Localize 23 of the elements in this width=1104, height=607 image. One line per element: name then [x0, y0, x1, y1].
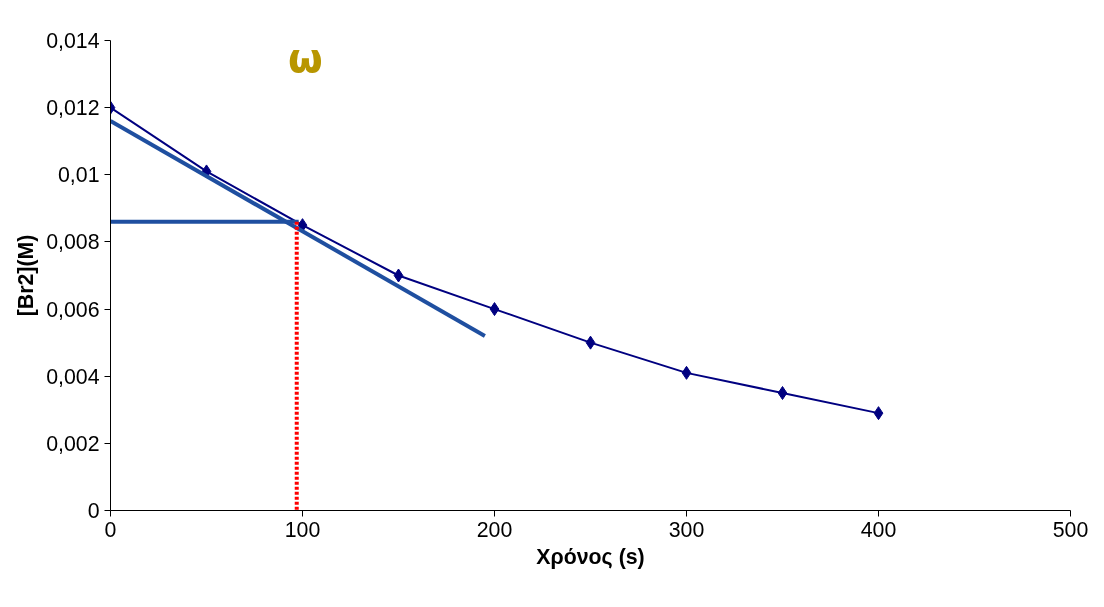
x-axis-title: Χρόνος (s) — [536, 544, 645, 569]
x-tick-label: 400 — [860, 517, 897, 542]
point — [489, 302, 500, 317]
y-tick-label: 0,01 — [57, 163, 100, 188]
point — [585, 335, 596, 350]
point — [393, 268, 404, 283]
y-tick-label: 0,002 — [46, 431, 100, 456]
y-tick-label: 0,006 — [46, 297, 100, 322]
point — [681, 365, 692, 380]
x-tick-label: 500 — [1052, 517, 1089, 542]
y-tick-label: 0,014 — [46, 29, 100, 53]
x-tick-label: 0 — [104, 517, 117, 542]
x-tick-label: 100 — [284, 517, 321, 542]
point — [873, 406, 884, 421]
x-tick-label: 200 — [476, 517, 513, 542]
y-tick-label: 0,004 — [46, 364, 100, 389]
y-tick-label: 0,012 — [46, 96, 100, 121]
y-tick-label: 0 — [87, 499, 100, 523]
y-tick-label: 0,008 — [46, 230, 100, 255]
y-axis-title: [Br2](M) — [14, 234, 39, 317]
x-tick-label: 300 — [668, 517, 705, 542]
point — [777, 386, 788, 400]
annotation: ω — [288, 34, 323, 81]
